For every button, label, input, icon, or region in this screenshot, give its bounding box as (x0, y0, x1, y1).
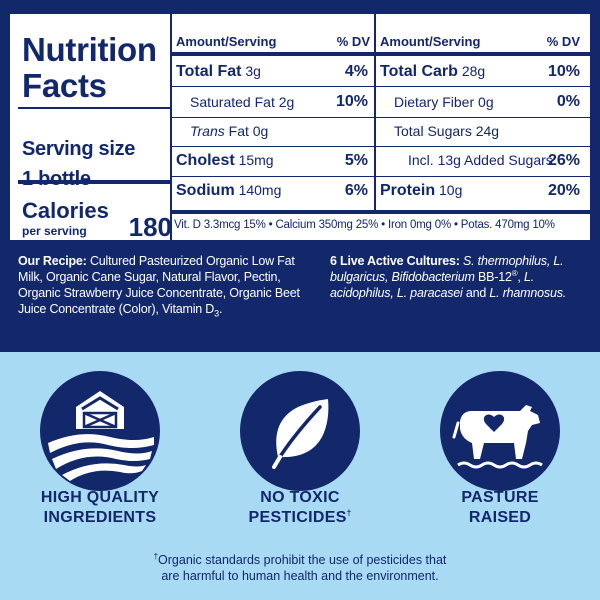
dv-saturated-fat: 10% (335, 93, 368, 110)
culture-conjunction: and (465, 286, 487, 300)
serving-line2: 1 bottle (22, 168, 91, 190)
divider (172, 52, 590, 56)
row-dietary-fiber: Dietary Fiber 0g (394, 94, 494, 110)
cow-heart-icon (440, 371, 560, 491)
left-amount-header: Amount/Serving (176, 34, 277, 49)
dv-sodium: 6% (344, 182, 368, 199)
dv-protein: 20% (547, 182, 580, 199)
badge-1-line1: HIGH QUALITY (40, 489, 160, 506)
badge-2-line1: NO TOXIC (260, 489, 340, 506)
recipe-ingredients: Cultured Pasteurized Organic Low Fat Mil… (18, 254, 300, 316)
divider (376, 117, 590, 118)
divider (374, 14, 376, 212)
dv-dietary-fiber: 0% (556, 93, 580, 110)
dv-total-fat: 4% (344, 63, 368, 80)
vitamins-minerals: Vit. D 3.3mcg 15% • Calcium 350mg 25% • … (174, 219, 555, 231)
culture-4: L. rhamnosus. (489, 286, 567, 300)
leaf-icon (240, 371, 360, 491)
registered-mark: ® (511, 268, 518, 278)
row-total-carb: Total Carb 28g (380, 63, 486, 80)
recipe-text: Our Recipe: Cultured Pasteurized Organic… (18, 253, 310, 322)
divider (170, 14, 172, 240)
footnote: †Organic standards prohibit the use of p… (100, 552, 500, 584)
culture-3: L. acidophilus, L. paracasei (330, 270, 534, 300)
divider (376, 146, 590, 147)
divider (18, 180, 170, 184)
left-dv-header: % DV (336, 34, 370, 49)
recipe-end: . (218, 302, 223, 316)
divider (172, 210, 590, 214)
right-dv-header: % DV (546, 34, 580, 49)
badge-2-line2: PESTICIDES (248, 509, 347, 526)
footnote-line2: are harmful to human health and the envi… (161, 569, 439, 583)
calories-sub: per serving (22, 224, 87, 238)
right-amount-header: Amount/Serving (380, 34, 481, 49)
divider (172, 146, 374, 147)
culture-2: L. bulgaricus, Bifidobacterium (330, 254, 564, 284)
cultures-text: 6 Live Active Cultures: S. thermophilus,… (330, 254, 567, 300)
dagger-mark: † (346, 508, 352, 518)
cultures-label: 6 Live Active Cultures: (330, 254, 460, 268)
culture-1: S. thermophilus, (462, 254, 551, 268)
nutrition-facts-title: Nutrition Facts (22, 32, 172, 104)
serving-size: Serving size 1 bottle (22, 134, 172, 194)
row-sodium: Sodium 140mg (176, 182, 282, 199)
divider (172, 176, 374, 177)
nutrition-facts-panel: Nutrition Facts Serving size 1 bottle Ca… (10, 14, 590, 240)
recipe-label: Our Recipe: (18, 254, 87, 268)
badge-label-quality: HIGH QUALITY INGREDIENTS (5, 488, 195, 528)
divider (172, 117, 374, 118)
badge-label-pesticides: NO TOXIC PESTICIDES† (205, 488, 395, 528)
footnote-dagger: † (153, 551, 159, 561)
row-added-sugars: Incl. 13g Added Sugars (408, 152, 553, 168)
calories-value: 180 (128, 212, 172, 242)
divider (376, 176, 590, 177)
farm-barn-icon (40, 371, 160, 491)
badge-3-line1: PASTURE (461, 489, 539, 506)
title-line2: Facts (22, 67, 107, 104)
row-total-fat: Total Fat 3g (176, 63, 261, 80)
row-cholesterol: Cholest 15mg (176, 152, 274, 169)
dv-cholesterol: 5% (344, 152, 368, 169)
serving-line1: Serving size (22, 138, 136, 160)
dv-total-carb: 10% (547, 63, 580, 80)
title-line1: Nutrition (22, 31, 157, 68)
row-trans-fat: Trans Fat 0g (190, 123, 269, 139)
row-saturated-fat: Saturated Fat 2g (190, 94, 295, 110)
row-protein: Protein 10g (380, 182, 463, 199)
dv-added-sugars: 26% (547, 152, 580, 169)
calories-label: Calories (22, 198, 109, 223)
vitamin-d-subscript: 3 (214, 308, 219, 319)
label-top-section: Nutrition Facts Serving size 1 bottle Ca… (0, 0, 600, 352)
badge-1-line2: INGREDIENTS (43, 509, 157, 526)
badge-3-line2: RAISED (468, 509, 532, 526)
row-total-sugars: Total Sugars 24g (394, 123, 500, 139)
divider (172, 86, 374, 87)
footnote-line1: Organic standards prohibit the use of pe… (158, 553, 447, 567)
badge-label-pasture: PASTURE RAISED (405, 488, 595, 528)
divider (376, 86, 590, 87)
divider (18, 107, 170, 109)
culture-2-strain: BB-12 (477, 270, 512, 284)
